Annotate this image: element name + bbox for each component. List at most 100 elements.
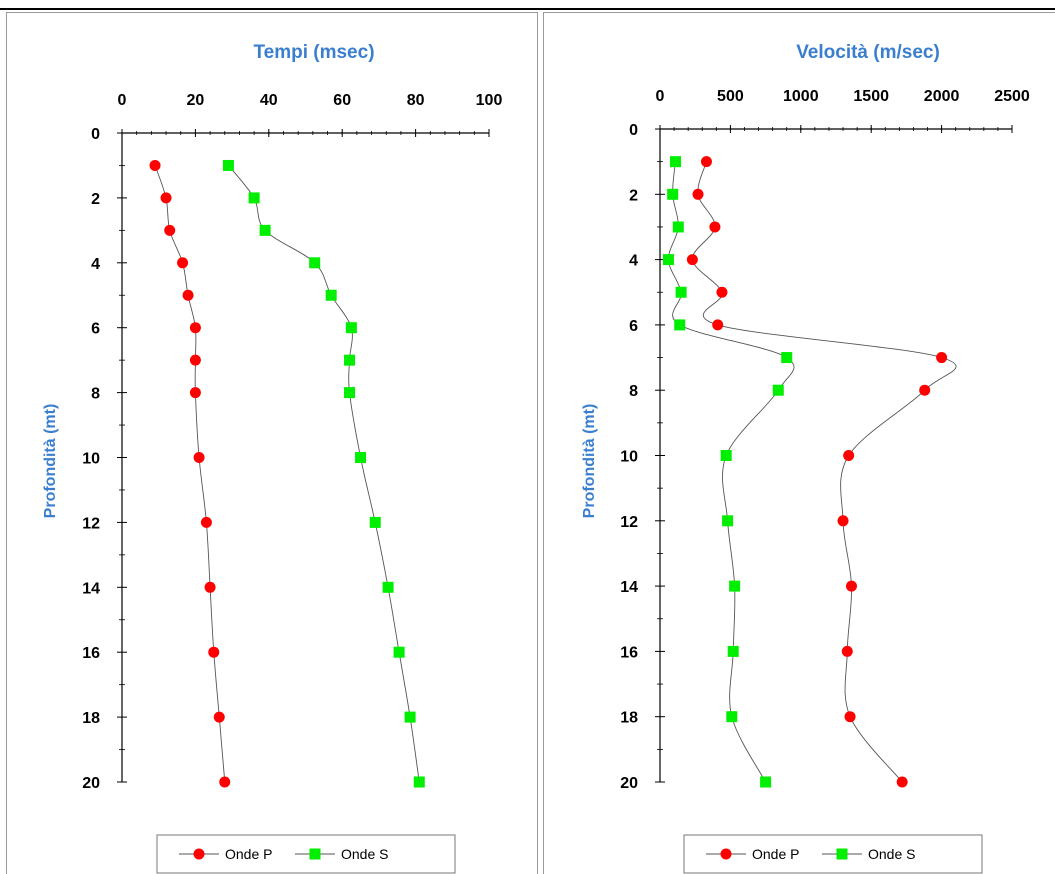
legend-label: Onde P [225, 846, 272, 862]
legend-label: Onde S [868, 846, 915, 862]
y-tick-label: 16 [82, 645, 100, 662]
data-point [344, 387, 356, 399]
data-point [219, 776, 231, 788]
y-axis-label: Profondità (mt) [42, 404, 59, 519]
data-point [896, 776, 908, 788]
y-tick-label: 8 [629, 383, 638, 400]
y-tick-label: 16 [620, 644, 638, 661]
y-tick-label: 4 [629, 253, 638, 270]
data-point [222, 159, 234, 171]
y-tick-label: 10 [82, 451, 100, 468]
data-point [675, 286, 687, 298]
y-axis-label: Profondità (mt) [581, 404, 598, 519]
data-point [413, 776, 425, 788]
chart-panel-tempi: Tempi (msec) Profondità (mt) 0 20 40 60 80 10… [6, 12, 538, 874]
data-point [692, 188, 704, 200]
data-point [667, 188, 679, 200]
data-point [781, 352, 793, 364]
data-point [686, 254, 698, 266]
data-point [720, 450, 732, 461]
y-tick-label: 20 [620, 775, 638, 792]
y-tick-label: 2 [91, 191, 100, 208]
data-point [200, 516, 212, 528]
data-point [729, 580, 741, 592]
series-line [228, 165, 420, 783]
data-point [325, 289, 337, 301]
y-tick-label: 8 [91, 386, 100, 403]
data-point [213, 711, 225, 723]
x-tick-label: 60 [333, 92, 351, 109]
data-point [164, 224, 176, 236]
velocita-chart: Velocità (m/sec) Profondità (mt) 0 500 100… [581, 42, 1030, 874]
data-point [662, 254, 674, 266]
y-tick-label: 0 [629, 122, 638, 139]
data-point [843, 450, 855, 461]
data-point [936, 352, 948, 364]
legend: Onde P Onde S [683, 834, 983, 874]
chart-panel-velocita: Velocità (m/sec) Profondità (mt) 0 500 100… [543, 12, 1055, 874]
data-point [208, 646, 220, 658]
data-point [772, 384, 784, 396]
x-tick-label: 20 [187, 92, 205, 109]
y-tick-label: 14 [82, 580, 100, 597]
data-point [716, 286, 728, 298]
data-point [727, 645, 739, 657]
data-point [259, 224, 271, 236]
data-point [844, 711, 856, 723]
chart-title: Tempi (msec) [253, 42, 374, 63]
data-point [248, 192, 260, 204]
x-tick-label: 1500 [853, 88, 889, 105]
legend-label: Onde S [341, 846, 388, 862]
x-tick-label: 0 [118, 92, 127, 109]
y-tick-label: 6 [629, 318, 638, 335]
legend-marker [720, 848, 732, 860]
chart-title: Velocità (m/sec) [796, 42, 940, 63]
x-tick-label: 0 [656, 88, 665, 105]
data-point [369, 516, 381, 528]
y-tick-label: 20 [82, 775, 100, 792]
data-point [189, 387, 201, 399]
data-point [177, 257, 189, 269]
data-point [204, 581, 216, 593]
legend-marker [309, 848, 321, 860]
y-tick-label: 14 [620, 579, 638, 596]
data-point [841, 645, 853, 657]
data-point [726, 711, 738, 723]
data-point [674, 319, 686, 331]
data-point [404, 711, 416, 723]
x-tick-label: 2000 [924, 88, 960, 105]
y-tick-label: 4 [91, 256, 100, 273]
legend: Onde P Onde S [156, 834, 456, 874]
series-line [691, 161, 957, 783]
y-tick-label: 0 [91, 126, 100, 143]
data-point [700, 156, 712, 168]
top-border [0, 0, 1055, 10]
x-tick-label: 2500 [994, 88, 1030, 105]
data-point [393, 646, 405, 658]
data-point [193, 452, 205, 463]
data-point [709, 221, 721, 233]
data-point [149, 159, 161, 171]
legend-label: Onde P [752, 846, 799, 862]
series-line [154, 165, 226, 783]
x-tick-label: 500 [717, 88, 744, 105]
x-tick-label: 100 [476, 92, 503, 109]
legend-marker [836, 848, 848, 860]
data-point [160, 192, 172, 204]
y-tick-label: 6 [91, 321, 100, 338]
data-point [722, 515, 734, 527]
y-tick-label: 18 [620, 710, 638, 727]
y-tick-label: 12 [82, 515, 100, 532]
x-tick-label: 80 [407, 92, 425, 109]
data-point [669, 156, 681, 168]
data-point [672, 221, 684, 233]
data-point [189, 322, 201, 334]
data-point [382, 581, 394, 593]
data-point [760, 776, 772, 788]
data-point [344, 354, 356, 366]
y-tick-label: 12 [620, 514, 638, 531]
data-point [182, 289, 194, 301]
y-tick-label: 2 [629, 187, 638, 204]
x-tick-label: 1000 [783, 88, 819, 105]
data-point [189, 354, 201, 366]
